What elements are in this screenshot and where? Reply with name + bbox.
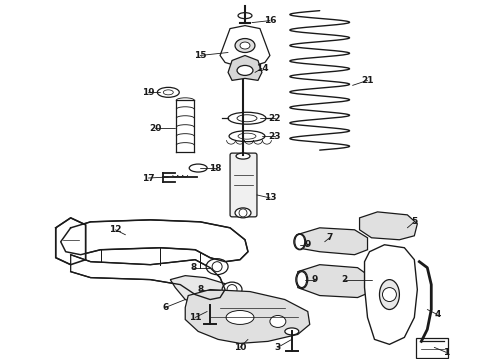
Circle shape — [383, 288, 396, 302]
Ellipse shape — [236, 153, 250, 159]
Ellipse shape — [235, 39, 255, 53]
Text: 20: 20 — [149, 124, 162, 133]
Circle shape — [212, 262, 222, 272]
Ellipse shape — [163, 90, 173, 95]
Text: 7: 7 — [326, 233, 333, 242]
Text: 3: 3 — [275, 343, 281, 352]
Text: 14: 14 — [256, 64, 268, 73]
Ellipse shape — [235, 208, 251, 218]
Ellipse shape — [157, 87, 179, 97]
Ellipse shape — [294, 234, 306, 250]
Circle shape — [239, 209, 247, 217]
Ellipse shape — [229, 131, 265, 141]
Text: 1: 1 — [443, 348, 449, 357]
Ellipse shape — [228, 112, 266, 124]
Text: 12: 12 — [109, 225, 122, 234]
Text: 8: 8 — [190, 263, 196, 272]
Ellipse shape — [203, 301, 217, 308]
Ellipse shape — [189, 164, 207, 172]
Text: 19: 19 — [142, 88, 155, 97]
Ellipse shape — [270, 315, 286, 328]
Polygon shape — [56, 218, 86, 265]
Polygon shape — [61, 220, 248, 262]
Circle shape — [298, 276, 306, 284]
Text: 17: 17 — [142, 174, 155, 183]
Ellipse shape — [240, 42, 250, 49]
Polygon shape — [365, 245, 417, 345]
Ellipse shape — [238, 13, 252, 19]
Text: 4: 4 — [434, 310, 441, 319]
Text: 9: 9 — [305, 240, 311, 249]
Text: 8: 8 — [197, 285, 203, 294]
Text: 10: 10 — [234, 343, 246, 352]
Ellipse shape — [226, 310, 254, 324]
Text: 15: 15 — [194, 51, 206, 60]
Polygon shape — [71, 255, 225, 300]
FancyBboxPatch shape — [230, 153, 257, 217]
Text: 18: 18 — [209, 163, 221, 172]
Ellipse shape — [295, 234, 305, 249]
Text: 22: 22 — [269, 114, 281, 123]
Circle shape — [227, 285, 237, 294]
Polygon shape — [360, 212, 417, 240]
FancyBboxPatch shape — [416, 338, 448, 358]
Ellipse shape — [222, 282, 242, 297]
Text: 6: 6 — [162, 303, 169, 312]
Text: 21: 21 — [361, 76, 374, 85]
Ellipse shape — [296, 271, 308, 289]
Polygon shape — [297, 228, 368, 255]
Text: 9: 9 — [312, 275, 318, 284]
Text: 16: 16 — [264, 16, 276, 25]
Circle shape — [296, 238, 304, 246]
Text: 13: 13 — [264, 193, 276, 202]
Ellipse shape — [285, 328, 299, 335]
Ellipse shape — [237, 66, 253, 75]
Ellipse shape — [238, 133, 256, 139]
Polygon shape — [171, 276, 238, 310]
Polygon shape — [298, 265, 371, 298]
Ellipse shape — [237, 115, 257, 122]
Text: 2: 2 — [342, 275, 348, 284]
Text: 11: 11 — [189, 313, 201, 322]
Polygon shape — [228, 55, 262, 80]
Ellipse shape — [379, 280, 399, 310]
Polygon shape — [185, 289, 310, 343]
Text: 23: 23 — [269, 132, 281, 141]
Ellipse shape — [297, 272, 307, 288]
Ellipse shape — [206, 259, 228, 275]
Text: 5: 5 — [411, 217, 417, 226]
Polygon shape — [220, 26, 270, 68]
